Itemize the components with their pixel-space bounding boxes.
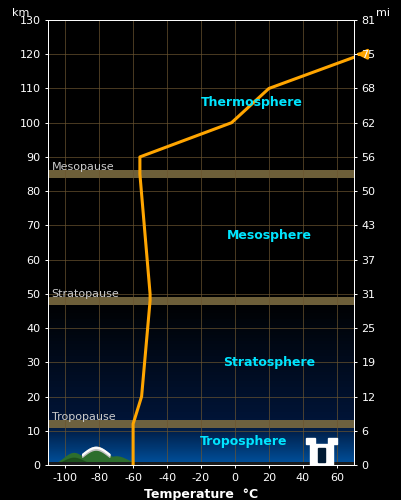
Bar: [48, 340, 353, 344]
Bar: [48, 461, 353, 462]
Text: mi: mi: [375, 8, 389, 18]
Bar: [48, 424, 353, 425]
Bar: [48, 430, 353, 431]
Bar: [48, 310, 353, 313]
Bar: [48, 436, 353, 437]
Bar: [48, 344, 353, 347]
Bar: [48, 353, 353, 356]
Bar: [48, 406, 353, 408]
Text: Troposphere: Troposphere: [199, 434, 286, 448]
Bar: [48, 350, 353, 353]
Bar: [48, 316, 353, 319]
Bar: [48, 447, 353, 448]
Bar: [48, 326, 353, 328]
Bar: [48, 304, 353, 307]
Bar: [48, 300, 353, 304]
Polygon shape: [306, 438, 314, 444]
Bar: [48, 418, 353, 421]
Bar: [48, 390, 353, 393]
Bar: [48, 452, 353, 453]
Bar: [48, 393, 353, 396]
Bar: [48, 457, 353, 458]
Bar: [48, 439, 353, 440]
Bar: [48, 454, 353, 455]
Polygon shape: [328, 438, 336, 444]
Bar: [48, 442, 353, 443]
Bar: [48, 426, 353, 427]
Bar: [48, 296, 353, 305]
Bar: [48, 366, 353, 368]
Text: Thermosphere: Thermosphere: [200, 96, 302, 108]
Bar: [48, 356, 353, 359]
Bar: [48, 438, 353, 439]
Bar: [48, 387, 353, 390]
Bar: [48, 448, 353, 449]
Bar: [48, 459, 353, 460]
Bar: [48, 458, 353, 459]
Bar: [48, 449, 353, 450]
Text: Tropopause: Tropopause: [51, 412, 115, 422]
Bar: [48, 435, 353, 436]
Text: Stratosphere: Stratosphere: [222, 356, 314, 369]
Bar: [48, 347, 353, 350]
Bar: [48, 402, 353, 406]
Bar: [48, 362, 353, 366]
Text: Stratopause: Stratopause: [51, 289, 119, 299]
Bar: [48, 378, 353, 381]
Bar: [48, 319, 353, 322]
Bar: [48, 462, 353, 463]
Bar: [48, 328, 353, 332]
Bar: [48, 445, 353, 446]
Bar: [48, 433, 353, 434]
Bar: [48, 456, 353, 457]
Polygon shape: [317, 448, 324, 462]
Bar: [48, 453, 353, 454]
Bar: [48, 444, 353, 445]
Bar: [48, 338, 353, 340]
Polygon shape: [309, 444, 332, 465]
Bar: [48, 443, 353, 444]
Bar: [48, 359, 353, 362]
Bar: [48, 384, 353, 387]
Bar: [48, 170, 353, 178]
Bar: [48, 440, 353, 441]
Text: km: km: [12, 8, 29, 18]
Bar: [48, 450, 353, 451]
Bar: [48, 414, 353, 418]
Bar: [48, 431, 353, 432]
Bar: [48, 412, 353, 414]
Bar: [48, 425, 353, 426]
Bar: [48, 460, 353, 461]
Text: Mesopause: Mesopause: [51, 162, 114, 172]
Bar: [48, 446, 353, 447]
Bar: [48, 428, 353, 429]
Bar: [48, 463, 353, 464]
Bar: [48, 372, 353, 374]
Bar: [48, 400, 353, 402]
Bar: [48, 396, 353, 400]
Bar: [48, 441, 353, 442]
Bar: [48, 368, 353, 372]
Bar: [48, 408, 353, 412]
Bar: [48, 427, 353, 428]
Bar: [48, 420, 353, 428]
Bar: [48, 455, 353, 456]
Bar: [48, 313, 353, 316]
Bar: [48, 464, 353, 465]
Bar: [48, 307, 353, 310]
Bar: [48, 374, 353, 378]
Bar: [48, 381, 353, 384]
Bar: [48, 462, 353, 465]
Text: Mesosphere: Mesosphere: [226, 229, 311, 242]
Bar: [48, 432, 353, 433]
Bar: [48, 434, 353, 435]
Bar: [48, 332, 353, 334]
Bar: [48, 334, 353, 338]
Bar: [48, 437, 353, 438]
Bar: [48, 451, 353, 452]
X-axis label: Temperature  °C: Temperature °C: [144, 488, 257, 500]
Bar: [48, 322, 353, 326]
Bar: [48, 429, 353, 430]
Bar: [48, 421, 353, 424]
